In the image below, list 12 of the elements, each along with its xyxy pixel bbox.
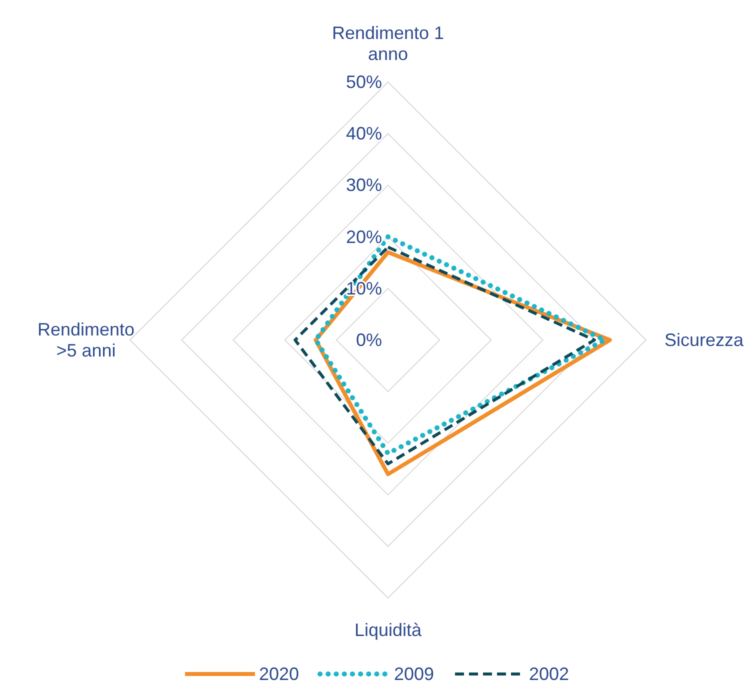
spoke-label: Liquidità [354, 620, 423, 640]
legend-label: 2020 [259, 664, 300, 684]
legend-label: 2002 [529, 664, 570, 684]
spoke-label: Rendimento >5 anni [37, 320, 135, 360]
spoke-label: Sicurezza [664, 330, 745, 350]
y-tick-label: 0% [356, 330, 382, 350]
y-tick-label: 30% [346, 175, 382, 196]
y-tick-label: 20% [346, 226, 382, 247]
y-tick-label: 50% [346, 72, 382, 92]
y-tick-label: 40% [346, 124, 382, 144]
spoke-label: Rendimento 1 anno [332, 23, 444, 64]
legend-label: 2009 [394, 664, 434, 684]
